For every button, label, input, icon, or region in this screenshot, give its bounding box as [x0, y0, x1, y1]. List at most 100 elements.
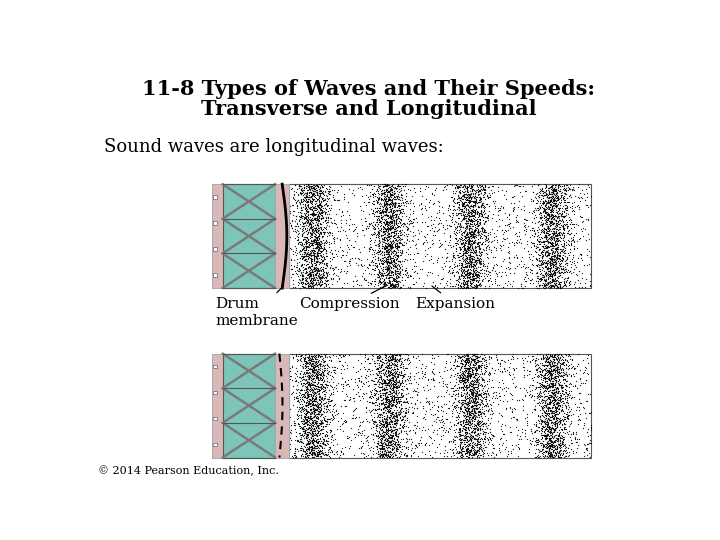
Point	[539, 407, 551, 416]
Point	[467, 269, 479, 278]
Point	[548, 441, 559, 449]
Point	[307, 375, 319, 384]
Point	[457, 251, 469, 260]
Point	[579, 366, 590, 374]
Point	[492, 377, 504, 386]
Point	[387, 242, 398, 251]
Point	[382, 379, 393, 388]
Point	[352, 260, 364, 269]
Point	[470, 399, 482, 408]
Point	[383, 395, 395, 404]
Point	[392, 393, 404, 401]
Point	[377, 451, 389, 460]
Point	[309, 353, 320, 362]
Point	[345, 375, 356, 383]
Point	[315, 424, 326, 433]
Point	[549, 362, 560, 370]
Point	[528, 404, 539, 413]
Point	[317, 247, 328, 255]
Point	[465, 262, 477, 271]
Point	[552, 443, 563, 451]
Point	[467, 262, 478, 271]
Point	[412, 380, 423, 388]
Point	[472, 388, 483, 397]
Point	[291, 265, 302, 274]
Point	[308, 406, 320, 414]
Point	[304, 399, 315, 408]
Point	[546, 212, 558, 221]
Point	[562, 414, 574, 423]
Point	[379, 241, 390, 250]
Point	[303, 220, 315, 228]
Point	[377, 222, 389, 231]
Point	[565, 193, 577, 201]
Point	[457, 442, 469, 450]
Point	[461, 221, 472, 230]
Point	[551, 402, 562, 411]
Point	[489, 204, 500, 213]
Point	[462, 447, 473, 456]
Point	[537, 251, 549, 260]
Point	[570, 382, 581, 391]
Point	[420, 373, 431, 381]
Point	[294, 369, 306, 377]
Point	[379, 281, 390, 289]
Point	[543, 368, 554, 377]
Point	[387, 180, 399, 189]
Point	[477, 198, 488, 207]
Point	[318, 371, 330, 380]
Point	[303, 437, 315, 445]
Point	[467, 431, 479, 440]
Point	[328, 232, 340, 241]
Point	[296, 280, 307, 288]
Point	[323, 187, 335, 196]
Point	[301, 234, 312, 242]
Point	[461, 183, 472, 192]
Point	[464, 434, 476, 443]
Point	[367, 258, 379, 266]
Point	[393, 261, 405, 269]
Point	[392, 416, 404, 424]
Point	[372, 450, 383, 459]
Point	[536, 403, 548, 411]
Point	[459, 276, 470, 285]
Point	[541, 242, 553, 251]
Point	[476, 210, 487, 219]
Point	[466, 202, 477, 211]
Point	[448, 281, 459, 290]
Point	[284, 240, 295, 248]
Point	[298, 417, 310, 426]
Point	[466, 382, 477, 390]
Point	[297, 225, 308, 233]
Point	[310, 382, 322, 390]
Point	[485, 276, 497, 285]
Point	[403, 427, 415, 435]
Point	[550, 281, 562, 289]
Point	[304, 219, 315, 228]
Point	[379, 216, 391, 225]
Point	[462, 453, 474, 462]
Point	[389, 361, 400, 369]
Point	[539, 262, 550, 271]
Point	[549, 250, 560, 259]
Point	[304, 374, 315, 383]
Point	[474, 364, 486, 373]
Point	[559, 375, 570, 383]
Point	[548, 235, 559, 244]
Point	[294, 386, 305, 395]
Point	[459, 249, 471, 258]
Point	[328, 274, 339, 282]
Point	[458, 386, 469, 395]
Point	[474, 444, 486, 453]
Point	[550, 415, 562, 423]
Point	[312, 211, 324, 219]
Point	[424, 450, 436, 459]
Point	[309, 187, 320, 195]
Point	[536, 253, 548, 261]
Point	[303, 225, 315, 234]
Point	[462, 239, 473, 248]
Point	[543, 423, 554, 431]
Point	[387, 208, 399, 217]
Point	[544, 217, 555, 226]
Point	[489, 197, 500, 205]
